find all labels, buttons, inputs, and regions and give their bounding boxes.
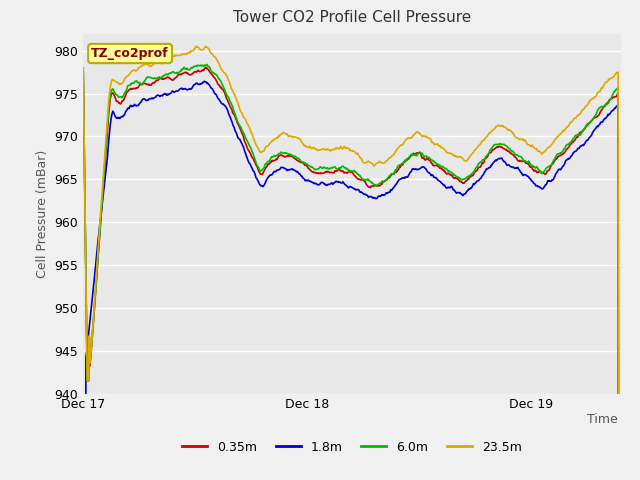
Title: Tower CO2 Profile Cell Pressure: Tower CO2 Profile Cell Pressure (233, 11, 471, 25)
Y-axis label: Cell Pressure (mBar): Cell Pressure (mBar) (36, 149, 49, 278)
X-axis label: Time: Time (587, 413, 618, 426)
Text: TZ_co2prof: TZ_co2prof (92, 47, 169, 60)
Legend: 0.35m, 1.8m, 6.0m, 23.5m: 0.35m, 1.8m, 6.0m, 23.5m (177, 436, 527, 459)
